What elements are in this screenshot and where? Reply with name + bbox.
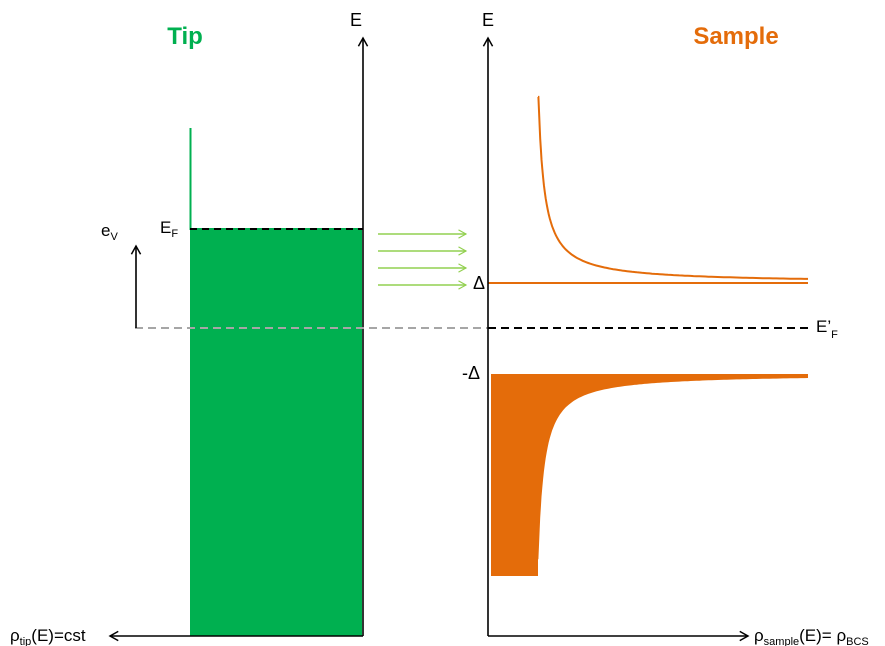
sample-fermi-level-label: E’F (816, 317, 838, 341)
delta-negative-label: -Δ (462, 363, 480, 383)
sample-upper-dos-curve (537, 95, 808, 280)
sample-title: Sample (693, 23, 778, 50)
delta-positive-label: Δ (473, 273, 485, 293)
bias-label: eV (101, 221, 118, 243)
sample-energy-axis-label: E (482, 10, 494, 30)
tip-fermi-level-label: EF (160, 218, 178, 240)
sample-dos-axis-label: ρsample(E)= ρBCS (754, 626, 869, 646)
tunneling-arrows (378, 229, 468, 290)
tip-dos-axis-label: ρtip(E)=cst (10, 626, 86, 646)
tip-filled-states (190, 228, 362, 636)
tip-title: Tip (167, 23, 203, 50)
tip-energy-axis-label: E (350, 10, 362, 30)
sample-filled-states (491, 374, 808, 576)
